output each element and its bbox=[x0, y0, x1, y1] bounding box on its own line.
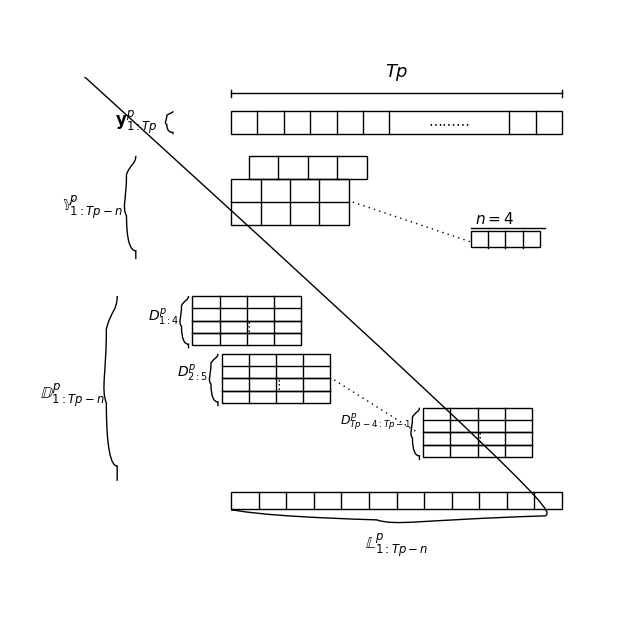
Bar bbox=[249, 156, 367, 179]
Bar bbox=[231, 179, 349, 225]
Text: $\mathbb{D}^p_{1:Tp-n}$: $\mathbb{D}^p_{1:Tp-n}$ bbox=[40, 382, 105, 410]
Text: $\vdots$: $\vdots$ bbox=[473, 431, 482, 445]
Bar bbox=[222, 353, 330, 378]
Bar bbox=[423, 408, 532, 433]
Bar bbox=[423, 445, 532, 457]
Text: $\mathbb{L}^p_{1:Tp-n}$: $\mathbb{L}^p_{1:Tp-n}$ bbox=[365, 532, 428, 560]
Text: $\vdots$: $\vdots$ bbox=[271, 378, 280, 392]
Text: $\cdots\cdots\cdots$: $\cdots\cdots\cdots$ bbox=[428, 115, 470, 130]
Text: $\mathbb{Y}^p_{1:Tp-n}$: $\mathbb{Y}^p_{1:Tp-n}$ bbox=[61, 193, 123, 221]
Text: $\vdots$: $\vdots$ bbox=[242, 320, 251, 334]
Bar bbox=[472, 230, 540, 248]
Text: $Tp$: $Tp$ bbox=[385, 62, 408, 83]
Text: $D^p_{2:5}$: $D^p_{2:5}$ bbox=[177, 362, 208, 383]
Bar bbox=[231, 493, 562, 509]
Bar bbox=[231, 111, 562, 135]
Text: $D^p_{1:4}$: $D^p_{1:4}$ bbox=[148, 307, 179, 328]
Bar bbox=[193, 333, 301, 345]
Text: $\mathbf{y}^p_{1:Tp}$: $\mathbf{y}^p_{1:Tp}$ bbox=[115, 108, 157, 137]
Bar bbox=[222, 390, 330, 403]
Bar bbox=[193, 296, 301, 321]
Text: $n=4$: $n=4$ bbox=[476, 211, 515, 227]
Text: $D^p_{Tp-4:Tp-1}$: $D^p_{Tp-4:Tp-1}$ bbox=[340, 411, 412, 432]
